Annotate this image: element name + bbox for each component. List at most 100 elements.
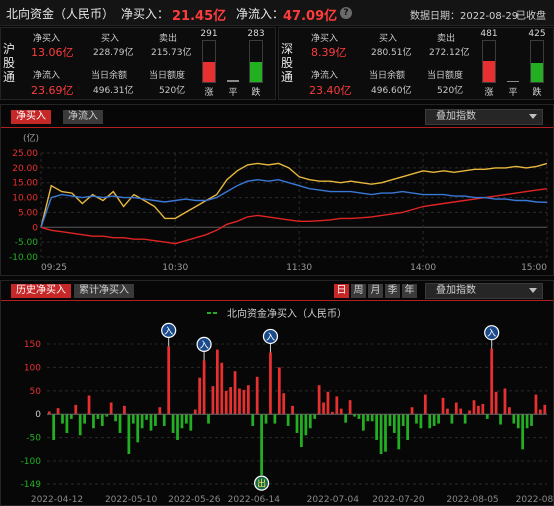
sh-net-buy: 净买入 — [33, 34, 61, 44]
sz-net-buy-label: 净买入 — [311, 34, 339, 44]
bar — [530, 414, 533, 426]
top-bar: 北向资金（人民币） 净买入： 21.45亿 净流入： 47.09亿 ? 数据日期… — [0, 0, 554, 26]
y-tick-label: 50 — [30, 387, 42, 397]
buy-marker-label: 入 — [164, 326, 173, 337]
sz-buy-label: 买入 — [379, 34, 398, 44]
history-overlay-dropdown[interactable]: 叠加指数 — [425, 283, 543, 299]
bar — [260, 414, 263, 476]
bar — [251, 414, 255, 426]
bar — [100, 414, 104, 426]
bar — [96, 414, 100, 419]
bar — [131, 414, 135, 424]
bar — [446, 408, 449, 415]
y-tick-label: -149 — [21, 480, 42, 490]
sz-down-label: 跌 — [532, 88, 542, 98]
period-year-button[interactable]: 年 — [402, 284, 417, 298]
sz-sell-value: 272.12亿 — [429, 48, 470, 58]
x-tick-label: 2022-05-26 — [168, 495, 221, 505]
bar — [441, 397, 445, 415]
bar — [317, 385, 321, 415]
sh-down-label: 跌 — [251, 88, 261, 98]
overlay-index-dropdown[interactable]: 叠加指数 — [425, 109, 543, 125]
bar — [123, 405, 126, 415]
buy-marker-icon — [196, 336, 212, 352]
data-date: 数据日期：2022-08-29 — [410, 11, 519, 22]
tab-history-net-buy[interactable]: 历史净买入 — [11, 284, 71, 298]
x-tick-label: 15:00 — [521, 263, 547, 273]
period-day-button[interactable]: 日 — [334, 284, 349, 298]
bar — [162, 414, 166, 426]
buy-marker-label: 入 — [487, 328, 496, 339]
x-tick-label: 09:25 — [41, 263, 67, 273]
bar — [485, 414, 489, 419]
bar — [238, 388, 241, 415]
bar — [384, 414, 387, 452]
bar — [255, 376, 259, 415]
bar — [220, 362, 224, 415]
net-buy-label: 净买入： — [121, 7, 170, 21]
y-tick-label: 150 — [24, 340, 41, 350]
bar — [282, 393, 286, 415]
buy-marker-icon — [484, 325, 500, 341]
bar — [419, 414, 423, 429]
bar — [118, 414, 122, 433]
bar — [459, 408, 463, 415]
bar — [233, 371, 237, 415]
bar — [83, 414, 86, 424]
tab-net-inflow[interactable]: 净流入 — [63, 110, 103, 124]
bar — [304, 414, 308, 436]
bar — [375, 414, 379, 440]
bar — [264, 414, 268, 424]
sh-quota-value: 520亿 — [159, 86, 186, 96]
help-icon[interactable]: ? — [340, 7, 352, 19]
sh-quota-label: 当日额度 — [149, 71, 186, 81]
y-tick-label: -100 — [21, 457, 42, 467]
shanghai-connect-panel: 沪股通 净买入 13.06亿 买入 228.79亿 卖出 215.73亿 净流入… — [0, 27, 276, 100]
bar — [392, 414, 396, 433]
bar — [136, 414, 140, 443]
bar — [273, 414, 277, 424]
tab-cumulative-net-buy[interactable]: 累计净买入 — [74, 284, 134, 298]
shenzhen-series-line — [40, 178, 548, 228]
sz-balance-value: 496.60亿 — [371, 86, 412, 96]
net-inflow-value: 47.09亿 — [283, 9, 338, 24]
bar — [149, 414, 153, 431]
sz-up-label: 涨 — [484, 88, 494, 98]
sz-flat-bar — [506, 40, 520, 83]
sz-net-inflow-value: 23.40亿 — [309, 84, 352, 97]
bar — [291, 405, 294, 415]
sz-down-count: 425 — [528, 29, 546, 39]
bar — [503, 388, 507, 415]
net-buy-value: 21.45亿 — [172, 9, 227, 24]
bar — [47, 411, 51, 415]
net-inflow-label: 净流入： — [236, 7, 285, 21]
sh-balance-value: 496.31亿 — [93, 86, 134, 96]
period-month-button[interactable]: 月 — [368, 284, 383, 298]
period-quarter-button[interactable]: 季 — [385, 284, 400, 298]
bar — [454, 402, 458, 415]
y-tick-label: 5.00 — [18, 208, 38, 218]
sell-marker-icon — [254, 475, 270, 491]
bar — [335, 396, 339, 415]
bar — [326, 391, 330, 415]
sh-net-inflow-label: 净流入 — [33, 71, 61, 81]
bar — [145, 414, 148, 420]
sh-up-label: 涨 — [204, 88, 214, 98]
sh-down-count: 283 — [247, 29, 265, 39]
bar — [189, 414, 193, 431]
bar — [211, 386, 215, 415]
y-tick-label: -50 — [26, 434, 41, 444]
period-week-button[interactable]: 周 — [351, 284, 366, 298]
sz-buy-value: 280.51亿 — [371, 48, 412, 58]
sh-buy-value: 228.79亿 — [93, 48, 134, 58]
buy-marker-label: 入 — [266, 332, 275, 343]
tab-net-buy[interactable]: 净买入 — [11, 110, 51, 124]
page-title: 北向资金（人民币） — [6, 7, 115, 21]
bar — [397, 414, 401, 450]
bar — [87, 395, 91, 415]
bar — [109, 402, 113, 415]
bar — [353, 414, 356, 417]
y-tick-label: 15.00 — [12, 179, 38, 189]
y-tick-label: -10.00 — [9, 253, 38, 263]
bar — [468, 410, 471, 415]
